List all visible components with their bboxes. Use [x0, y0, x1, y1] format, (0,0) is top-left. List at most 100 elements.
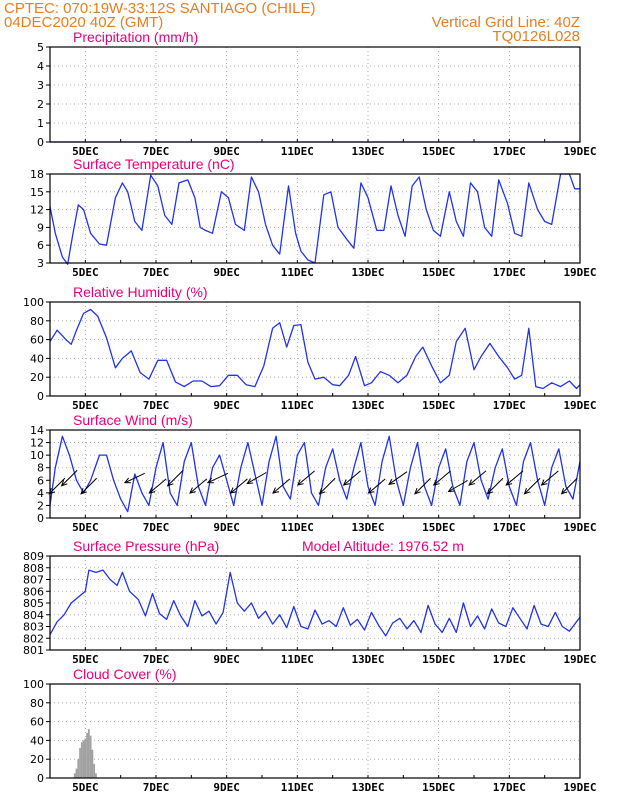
y-tick-label: 3	[37, 257, 44, 270]
y-tick-label: 18	[30, 168, 44, 181]
x-tick-label: 11DEC	[281, 145, 314, 158]
x-tick-label: 5DEC	[72, 781, 99, 794]
x-tick-label: 11DEC	[281, 781, 314, 794]
y-tick-label: 20	[30, 371, 44, 384]
x-tick-label: 15DEC	[422, 399, 455, 412]
x-tick-label: 7DEC	[143, 145, 170, 158]
y-tick-label: 806	[23, 585, 44, 598]
wind-arrow	[505, 470, 524, 486]
y-tick-label: 804	[23, 609, 44, 622]
y-tick-label: 0	[37, 390, 44, 403]
panel-frame	[49, 683, 581, 779]
panel-title: Precipitation (mm/h)	[73, 29, 198, 45]
x-tick-label: 13DEC	[351, 521, 384, 534]
x-tick-label: 19DEC	[563, 399, 596, 412]
wind-arrow	[523, 477, 541, 495]
y-tick-label: 4	[37, 60, 44, 73]
panel-6: Cloud Cover (%) 0 20 40 60 80 100 5DEC 7DEC 9DEC 1…	[23, 666, 597, 794]
x-tick-label: 11DEC	[281, 653, 314, 666]
x-tick-label: 19DEC	[563, 521, 596, 534]
y-tick-label: 4	[37, 487, 44, 500]
y-tick-label: 40	[30, 734, 44, 747]
x-tick-label: 13DEC	[351, 266, 384, 279]
series-line	[49, 308, 581, 390]
wind-arrow	[148, 478, 167, 494]
cloud-bar	[87, 729, 90, 778]
wind-arrow	[560, 477, 578, 495]
x-tick-label: 13DEC	[351, 399, 384, 412]
x-tick-label: 7DEC	[143, 399, 170, 412]
x-tick-label: 19DEC	[563, 781, 596, 794]
y-tick-label: 807	[23, 574, 44, 587]
x-tick-label: 17DEC	[493, 653, 526, 666]
x-tick-label: 5DEC	[72, 653, 99, 666]
x-tick-label: 5DEC	[72, 521, 99, 534]
x-tick-label: 13DEC	[351, 653, 384, 666]
y-tick-label: 0	[37, 136, 44, 149]
x-tick-label: 7DEC	[143, 521, 170, 534]
cloud-bar	[86, 732, 88, 778]
wind-arrow	[206, 472, 229, 484]
panel-frame	[49, 46, 581, 143]
x-tick-label: 9DEC	[213, 145, 240, 158]
y-tick-label: 0	[37, 772, 44, 785]
wind-arrow	[246, 472, 267, 485]
y-tick-label: 809	[23, 550, 44, 563]
y-tick-label: 808	[23, 562, 44, 575]
y-tick-label: 5	[37, 41, 44, 54]
x-tick-label: 19DEC	[563, 145, 596, 158]
panel-frame	[49, 301, 581, 397]
x-tick-label: 15DEC	[422, 653, 455, 666]
panel-frame	[49, 555, 581, 651]
wind-arrow	[272, 478, 291, 494]
panel-title: Relative Humidity (%)	[73, 284, 208, 300]
x-tick-label: 7DEC	[143, 781, 170, 794]
panel-1: Precipitation (mm/h) 0 1 2 3 4 5 5DEC 7DEC 9DEC 11…	[37, 29, 597, 158]
x-tick-label: 11DEC	[281, 521, 314, 534]
wind-arrow	[166, 469, 184, 487]
x-tick-label: 13DEC	[351, 145, 384, 158]
x-tick-label: 15DEC	[422, 266, 455, 279]
series-line	[49, 569, 581, 637]
wind-arrow	[60, 469, 78, 487]
x-tick-label: 9DEC	[213, 521, 240, 534]
y-tick-label: 6	[37, 474, 44, 487]
panel-title: Surface Wind (m/s)	[73, 412, 193, 428]
y-tick-label: 3	[37, 79, 44, 92]
cloud-bar	[75, 768, 78, 778]
y-tick-label: 801	[23, 644, 44, 657]
cloud-bar	[84, 738, 87, 778]
y-tick-label: 14	[30, 424, 44, 437]
y-tick-label: 100	[23, 678, 44, 691]
y-tick-label: 15	[30, 186, 44, 199]
panel-2: Surface Temperature (nC) 3 6 9 12 15 18 5DEC 7DE…	[30, 156, 597, 279]
wind-arrow	[80, 477, 97, 495]
wind-arrow	[486, 477, 504, 495]
header-grid-line: Vertical Grid Line: 40Z	[432, 14, 580, 31]
x-tick-label: 11DEC	[281, 266, 314, 279]
y-tick-label: 60	[30, 716, 44, 729]
x-tick-label: 17DEC	[493, 521, 526, 534]
wind-arrow	[342, 470, 361, 486]
y-tick-label: 12	[30, 204, 44, 217]
wind-arrow	[432, 470, 451, 486]
x-tick-label: 9DEC	[213, 781, 240, 794]
y-tick-label: 802	[23, 632, 44, 645]
y-tick-label: 100	[23, 296, 44, 309]
x-tick-label: 15DEC	[422, 781, 455, 794]
y-tick-label: 80	[30, 697, 44, 710]
y-tick-label: 0	[37, 512, 44, 525]
panel-title: Surface Pressure (hPa)	[73, 538, 219, 554]
x-tick-label: 9DEC	[213, 266, 240, 279]
panel-5: Surface Pressure (hPa) Model Altitude: 19…	[23, 538, 597, 666]
y-tick-label: 80	[30, 315, 44, 328]
cloud-bar	[82, 740, 85, 778]
cloud-bar	[91, 749, 94, 778]
cloud-bar	[79, 747, 81, 778]
wind-arrow	[414, 477, 431, 495]
wind-arrow	[229, 478, 248, 494]
x-tick-label: 11DEC	[281, 399, 314, 412]
wind-arrow	[388, 471, 408, 485]
y-tick-label: 6	[37, 239, 44, 252]
